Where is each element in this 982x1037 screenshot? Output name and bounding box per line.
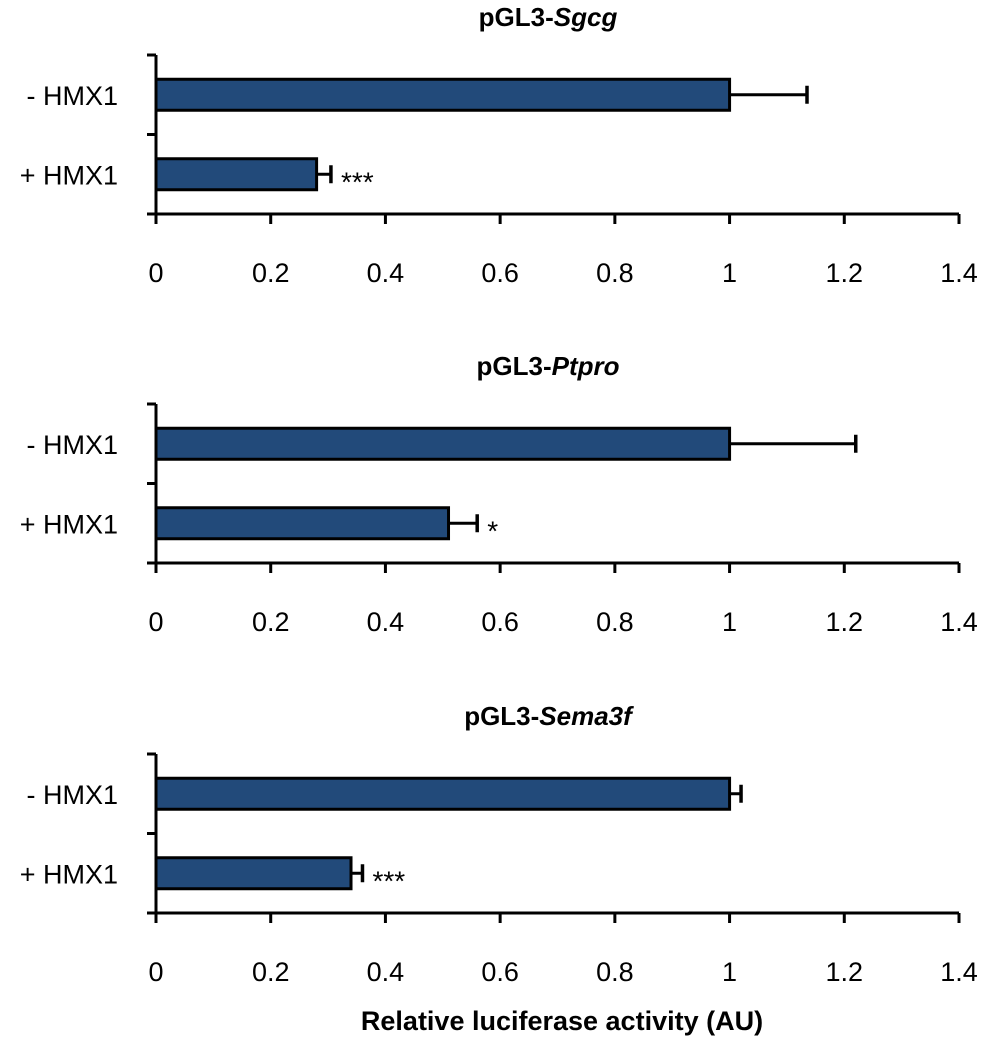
panel-sema3f: pGL3-Sema3f 0 0.2 0.4 0.6 0.8 1 1.2 1.4 - HMX1 + H… xyxy=(20,701,978,987)
x-tick-label: 1 xyxy=(722,607,737,637)
x-tick-label: 0.6 xyxy=(481,607,519,637)
panel-title-prefix: pGL3- xyxy=(464,701,539,731)
bar xyxy=(154,157,319,192)
panel-title: pGL3-Sema3f xyxy=(464,701,634,731)
x-axis-label: Relative luciferase activity (AU) xyxy=(361,1006,763,1036)
x-tick-label: 0.4 xyxy=(367,607,405,637)
x-tick-label: 1.4 xyxy=(940,957,978,987)
x-tick-label: 0.2 xyxy=(252,607,290,637)
bar xyxy=(154,426,732,461)
x-tick-label: 1.4 xyxy=(940,258,978,288)
bar xyxy=(154,77,732,112)
category-label: + HMX1 xyxy=(20,509,118,539)
category-label: + HMX1 xyxy=(20,160,118,190)
x-tick-label: 0.6 xyxy=(481,258,519,288)
x-tick-label: 1.2 xyxy=(826,957,864,987)
x-tick-label: 0.6 xyxy=(481,957,519,987)
x-tick-label: 0.2 xyxy=(252,957,290,987)
panel-ptpro: pGL3-Ptpro 0 0.2 0.4 0.6 0.8 1 1.2 1.4 - HMX1 + HM… xyxy=(20,351,978,637)
category-label: - HMX1 xyxy=(26,81,118,111)
x-tick-label: 1.2 xyxy=(826,607,864,637)
x-tick-label: 0.2 xyxy=(252,258,290,288)
panel-sgcg: pGL3-Sgcg 0 0.2 0.4 0.6 0.8 1 1.2 1.4 - HMX1 + HMX… xyxy=(20,2,978,288)
x-tick-label: 1.4 xyxy=(940,607,978,637)
panel-title: pGL3-Sgcg xyxy=(479,2,618,32)
x-tick-label: 0.8 xyxy=(596,258,634,288)
x-tick-label: 0 xyxy=(148,607,163,637)
x-tick-label: 1 xyxy=(722,957,737,987)
panel-title-gene: Sgcg xyxy=(554,2,618,32)
significance-marker: *** xyxy=(341,166,374,197)
panel-title: pGL3-Ptpro xyxy=(477,351,620,381)
x-tick-label: 0 xyxy=(148,258,163,288)
bar xyxy=(154,506,451,541)
x-tick-label: 0 xyxy=(148,957,163,987)
significance-marker: *** xyxy=(372,865,405,896)
x-tick-label: 1 xyxy=(722,258,737,288)
bar xyxy=(154,776,732,811)
x-tick-label: 0.4 xyxy=(367,258,405,288)
panel-title-gene: Sema3f xyxy=(539,701,634,731)
significance-marker: * xyxy=(487,515,498,546)
bar xyxy=(154,856,353,891)
x-tick-label: 0.8 xyxy=(596,607,634,637)
panel-title-gene: Ptpro xyxy=(552,351,620,381)
category-label: - HMX1 xyxy=(26,780,118,810)
category-label: - HMX1 xyxy=(26,430,118,460)
x-tick-label: 0.4 xyxy=(367,957,405,987)
x-tick-label: 1.2 xyxy=(826,258,864,288)
panel-title-prefix: pGL3- xyxy=(479,2,554,32)
x-tick-label: 0.8 xyxy=(596,957,634,987)
category-label: + HMX1 xyxy=(20,859,118,889)
panel-title-prefix: pGL3- xyxy=(477,351,552,381)
